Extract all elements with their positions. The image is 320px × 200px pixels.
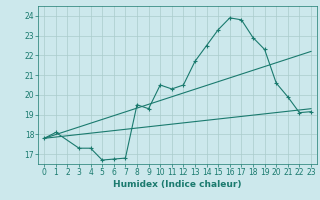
X-axis label: Humidex (Indice chaleur): Humidex (Indice chaleur) — [113, 180, 242, 189]
